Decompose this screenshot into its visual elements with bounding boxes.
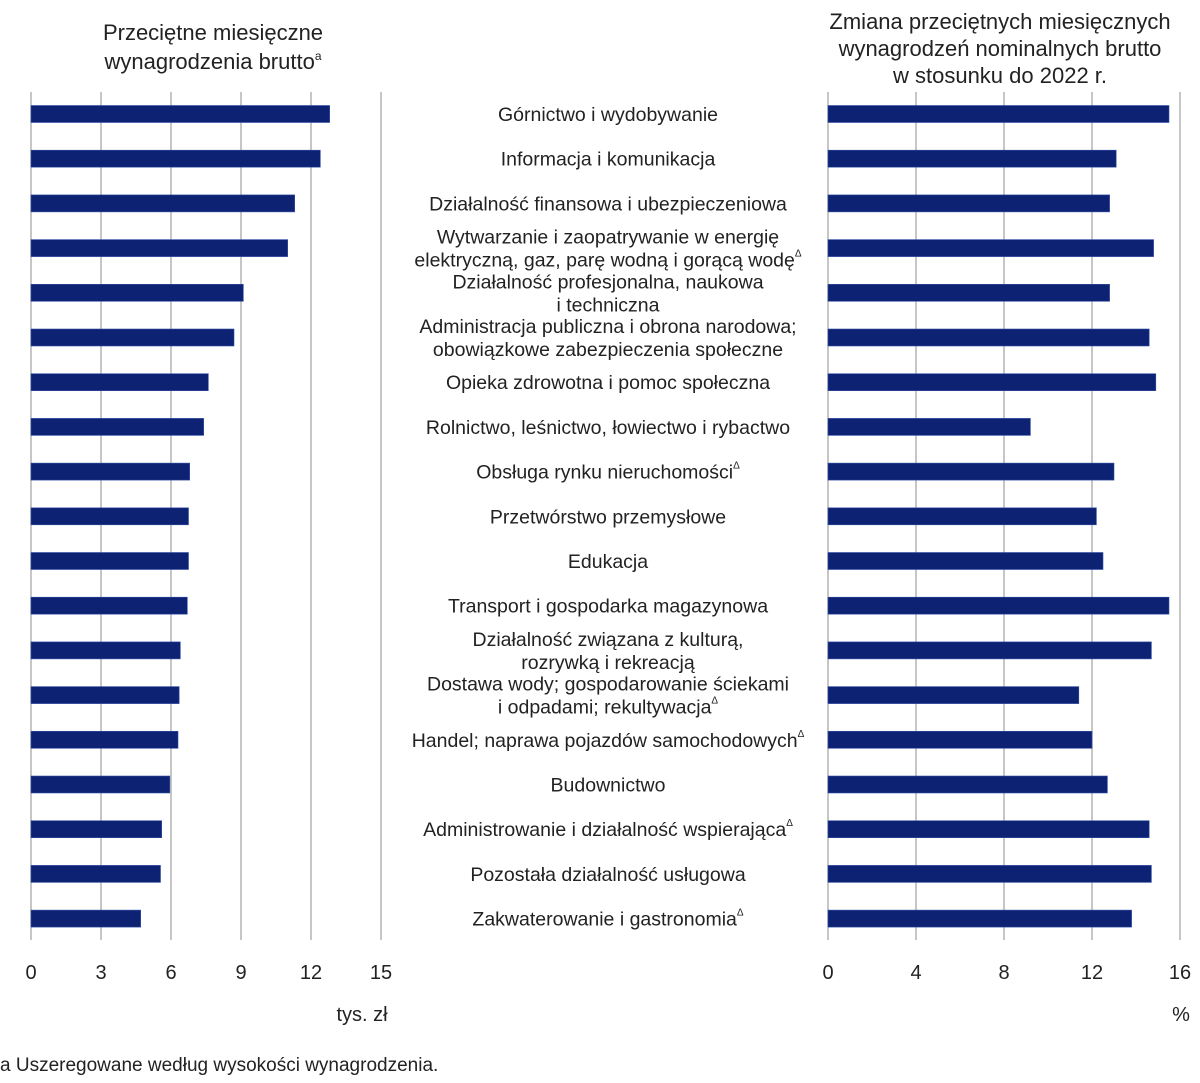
x-tick-label: 8 — [998, 962, 1009, 984]
x-tick-label: 16 — [1169, 962, 1191, 984]
bar — [827, 730, 1093, 749]
x-axis-unit: % — [1172, 1004, 1190, 1026]
bar — [30, 775, 171, 794]
chart-title-line: wynagrodzeń nominalnych brutto — [838, 36, 1162, 61]
bar — [30, 149, 321, 168]
title-superscript: a — [315, 49, 322, 63]
bar — [827, 775, 1108, 794]
category-label: Administracja publiczna i obrona narodow… — [419, 316, 796, 338]
bar — [30, 239, 288, 257]
chart-title-line: Zmiana przeciętnych miesięcznych — [829, 9, 1170, 34]
x-tick-label: 0 — [822, 962, 833, 984]
bar — [827, 328, 1150, 347]
bar — [827, 239, 1154, 257]
bar — [827, 283, 1110, 302]
bar — [827, 149, 1117, 168]
bar — [827, 552, 1104, 570]
bar — [827, 596, 1170, 615]
bar — [827, 865, 1152, 883]
bar — [30, 105, 330, 123]
x-tick-label: 9 — [235, 962, 246, 984]
category-label: Transport i gospodarka magazynowa — [448, 596, 768, 618]
x-tick-label: 12 — [300, 962, 322, 984]
bar — [827, 507, 1097, 526]
bar — [30, 552, 189, 570]
category-label: i odpadami; rekultywacjaΔ — [498, 696, 719, 719]
x-tick-label: 12 — [1081, 962, 1103, 984]
category-label: Budownictwo — [551, 775, 666, 797]
category-labels: Górnictwo i wydobywanie Informacja i komu… — [412, 104, 805, 931]
bar — [827, 373, 1157, 392]
category-label: Administrowanie i działalność wspierając… — [423, 818, 793, 841]
bar — [30, 283, 244, 302]
bar — [30, 418, 204, 436]
category-label: elektryczną, gaz, parę wodną i gorącą wo… — [414, 249, 801, 272]
chart-title-line: wynagrodzenia bruttoa — [103, 49, 321, 74]
bar — [30, 462, 190, 481]
category-label: Handel; naprawa pojazdów samochodowychΔ — [412, 729, 805, 752]
bar — [30, 730, 179, 749]
bar — [827, 909, 1132, 928]
footnote-mark: Δ — [786, 818, 793, 829]
footnote-mark: Δ — [711, 696, 718, 707]
category-label: Rolnictwo, leśnictwo, łowiectwo i rybact… — [426, 417, 790, 439]
bar — [827, 418, 1031, 436]
category-label: Działalność związana z kulturą, — [473, 629, 744, 651]
x-axis-unit: tys. zł — [336, 1004, 388, 1026]
category-label: Przetwórstwo przemysłowe — [490, 506, 726, 528]
bar — [827, 686, 1080, 704]
x-tick-label: 3 — [95, 962, 106, 984]
category-label: Górnictwo i wydobywanie — [498, 104, 718, 126]
category-label: Działalność profesjonalna, naukowa — [452, 271, 763, 293]
bar — [30, 641, 181, 660]
footnote: a Uszeregowane według wysokości wynagrod… — [0, 1055, 439, 1076]
chart-title-line: Przeciętne miesięczne — [103, 20, 323, 45]
bar — [30, 686, 180, 704]
category-label: obowiązkowe zabezpieczenia społeczne — [433, 339, 783, 361]
category-label: Obsługa rynku nieruchomościΔ — [476, 461, 740, 484]
bar — [30, 507, 189, 526]
chart-title-line: w stosunku do 2022 r. — [892, 63, 1107, 88]
x-tick-label: 4 — [910, 962, 921, 984]
x-tick-label: 6 — [165, 962, 176, 984]
footnote-mark: Δ — [737, 908, 744, 919]
bar — [827, 820, 1150, 839]
bar — [827, 105, 1170, 123]
bar — [827, 462, 1115, 481]
bar — [30, 596, 188, 615]
category-label: Informacja i komunikacja — [501, 149, 716, 171]
category-label: Działalność finansowa i ubezpieczeniowa — [429, 193, 787, 215]
bar — [827, 641, 1152, 660]
category-label: rozrywką i rekreacją — [521, 652, 695, 674]
bar — [30, 328, 235, 347]
category-label: Wytwarzanie i zaopatrywanie w energię — [437, 227, 779, 249]
category-label: Dostawa wody; gospodarowanie ściekami — [427, 674, 789, 696]
bar — [30, 820, 162, 839]
footnote-mark: Δ — [795, 249, 802, 260]
bar — [30, 909, 141, 928]
category-label: Edukacja — [568, 551, 648, 573]
x-tick-label: 0 — [25, 962, 36, 984]
category-label: Zakwaterowanie i gastronomiaΔ — [472, 908, 743, 931]
footnote-mark: Δ — [733, 461, 740, 472]
category-label: Pozostała działalność usługowa — [470, 864, 745, 886]
wages-panel: 0 3 6 9 12 15 Przeciętne miesięczne wynagrodzen… — [25, 20, 392, 1026]
footnote-mark: Δ — [798, 729, 805, 740]
category-label: i techniczna — [557, 294, 660, 316]
bar — [30, 373, 209, 392]
category-label: Opieka zdrowotna i pomoc społeczna — [446, 372, 770, 394]
x-tick-label: 15 — [370, 962, 392, 984]
bar — [30, 194, 295, 213]
bar — [30, 865, 161, 883]
bar — [827, 194, 1110, 213]
